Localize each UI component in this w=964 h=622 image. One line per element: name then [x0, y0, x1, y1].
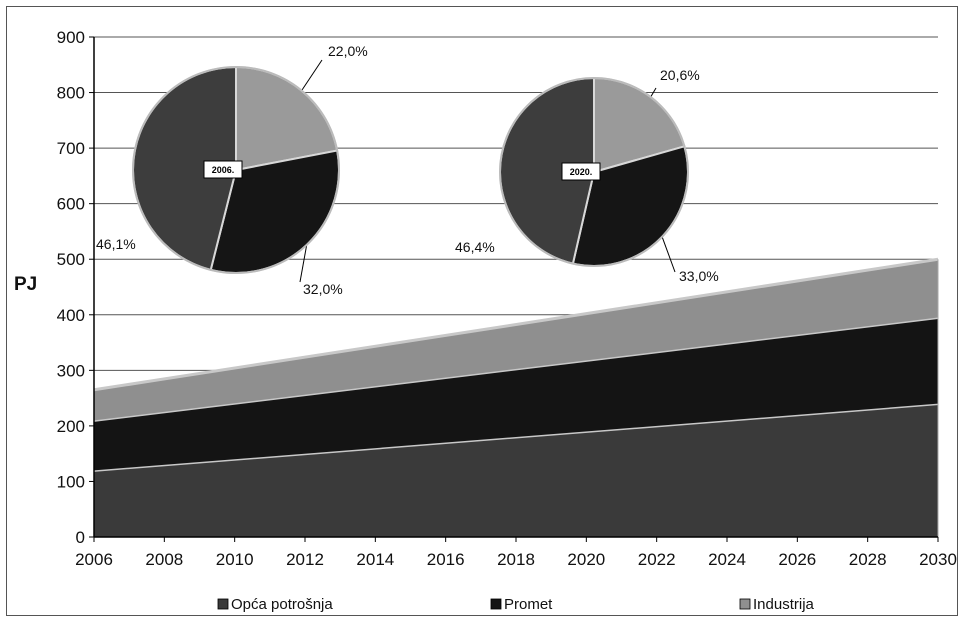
x-tick-labels: 2006 2008 2010 2012 2014 2016 2018 2020 2022 2024…: [75, 537, 957, 569]
pie-slice-label: 33,0%: [679, 268, 719, 284]
y-axis-label: PJ: [14, 274, 37, 295]
y-tick-labels: 0 100 200 300 400 500 600 700 800 900: [57, 28, 94, 547]
x-tick-label: 2018: [497, 550, 535, 569]
y-tick-label: 900: [57, 28, 85, 47]
x-tick-label: 2012: [286, 550, 324, 569]
x-tick-label: 2008: [145, 550, 183, 569]
y-tick-label: 100: [57, 472, 85, 491]
pie-slice-label: 32,0%: [303, 281, 343, 297]
area-opća-potrošnja: [94, 403, 938, 537]
pie-slice-label: 20,6%: [660, 67, 700, 83]
pie-year-label: 2006.: [212, 165, 235, 175]
pie-year-box: [561, 162, 601, 181]
pie-slice-label: 46,1%: [96, 236, 136, 252]
x-tick-label: 2024: [708, 550, 746, 569]
legend-swatch: [490, 598, 502, 610]
area-series: [93, 257, 939, 537]
chart-frame: [6, 6, 958, 616]
pie-year-box: [203, 160, 243, 179]
legend-label: Opća potrošnja: [231, 596, 333, 613]
legend-label: Promet: [504, 596, 553, 613]
area-edge: [93, 257, 939, 392]
x-tick-label: 2020: [567, 550, 605, 569]
legend-swatch: [217, 598, 229, 610]
x-tick-label: 2016: [427, 550, 465, 569]
x-tick-label: 2030: [919, 550, 957, 569]
pie-slice-label: 46,4%: [455, 239, 495, 255]
legend: Opća potrošnja Promet Industrija: [217, 596, 815, 613]
y-tick-label: 400: [57, 306, 85, 325]
y-tick-label: 800: [57, 84, 85, 103]
y-tick-label: 300: [57, 361, 85, 380]
x-tick-label: 2022: [638, 550, 676, 569]
y-tick-label: 500: [57, 250, 85, 269]
x-tick-label: 2010: [216, 550, 254, 569]
y-tick-label: 700: [57, 139, 85, 158]
legend-swatch: [739, 598, 751, 610]
y-tick-label: 200: [57, 417, 85, 436]
x-tick-label: 2028: [849, 550, 887, 569]
x-tick-label: 2026: [778, 550, 816, 569]
x-tick-label: 2014: [356, 550, 394, 569]
area-industrija: [94, 259, 938, 421]
pie-year-label: 2020.: [570, 167, 593, 177]
legend-label: Industrija: [753, 596, 815, 613]
x-tick-label: 2006: [75, 550, 113, 569]
pie-2006: 22,0% 32,0% 46,1% 2006.: [96, 43, 368, 297]
y-tick-label: 0: [76, 528, 85, 547]
area-promet: [94, 317, 938, 471]
pie-2020: 20,6% 33,0% 46,4% 2020.: [455, 67, 719, 284]
pie-slice-label: 22,0%: [328, 43, 368, 59]
y-tick-label: 600: [57, 195, 85, 214]
